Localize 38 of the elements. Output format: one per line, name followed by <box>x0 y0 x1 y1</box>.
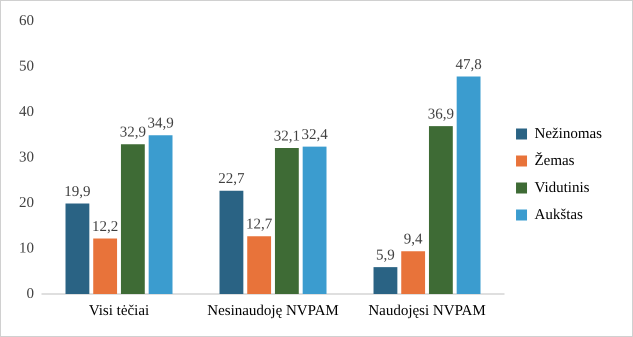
legend-label: Žemas <box>534 152 575 169</box>
y-tick-label: 0 <box>26 286 34 302</box>
bar <box>120 144 145 294</box>
data-label: 47,8 <box>455 56 482 73</box>
data-label: 34,9 <box>147 116 174 132</box>
y-tick-label: 40 <box>19 104 34 120</box>
data-label: 32,9 <box>120 124 146 141</box>
bar <box>302 146 327 294</box>
bar <box>456 76 481 294</box>
y-tick-label: 50 <box>19 58 34 74</box>
bar <box>428 126 453 294</box>
data-label: 19,9 <box>64 184 91 200</box>
y-tick-label: 30 <box>19 149 34 166</box>
bar <box>220 190 244 294</box>
data-label: 32,1 <box>274 128 300 144</box>
data-label: 12,2 <box>92 218 118 235</box>
legend-label: Nežinomas <box>534 126 602 142</box>
bar <box>374 267 398 294</box>
bar <box>66 203 90 294</box>
y-tick-label: 10 <box>19 240 34 256</box>
y-tick-label: 20 <box>19 194 34 211</box>
bar <box>93 238 118 294</box>
data-label: 5,9 <box>376 248 395 264</box>
x-tick-label: Nesinaudoję NVPAM <box>207 302 339 319</box>
bar <box>274 148 299 294</box>
legend-label: Aukštas <box>534 206 584 223</box>
bar <box>401 251 426 294</box>
data-label: 36,9 <box>428 106 454 123</box>
data-label: 22,7 <box>218 171 246 188</box>
data-label: 12,7 <box>246 216 273 233</box>
bar <box>247 236 272 294</box>
bar <box>148 135 173 294</box>
y-tick-label: 60 <box>19 12 34 29</box>
data-label: 32,4 <box>301 127 328 144</box>
data-label: 9,4 <box>404 232 424 248</box>
x-tick-label: Naudojęsi NVPAM <box>368 302 486 319</box>
x-tick-label: Visi tėčiai <box>88 302 150 319</box>
legend-label: Vidutinis <box>534 180 590 196</box>
